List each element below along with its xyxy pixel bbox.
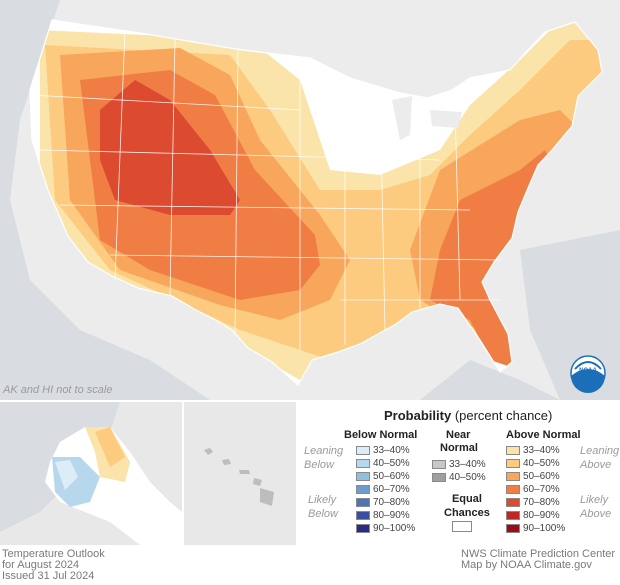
svg-text:NOAA: NOAA	[579, 368, 597, 374]
near-normal-heading: Near Normal	[440, 429, 478, 454]
above-legend-row: 33–40%	[506, 445, 560, 456]
near-legend-row: 40–50%	[432, 472, 486, 483]
alaska-inset	[0, 402, 182, 545]
below-legend-row: 60–70%	[356, 484, 410, 495]
below-range-label: 70–80%	[373, 497, 410, 508]
footer-right: NWS Climate Prediction Center Map by NOA…	[461, 548, 616, 571]
footer-left: Temperature Outlook for August 2024 Issu…	[2, 548, 105, 582]
near-swatch	[432, 473, 446, 482]
near-range-label: 33–40%	[449, 459, 486, 470]
likely-below-label: Likely Below	[308, 494, 338, 520]
above-swatch	[506, 511, 520, 520]
above-range-label: 33–40%	[523, 445, 560, 456]
above-range-label: 90–100%	[523, 523, 566, 534]
above-legend-row: 90–100%	[506, 523, 565, 534]
below-legend-row: 50–60%	[356, 471, 410, 482]
hawaii-inset	[184, 402, 296, 545]
leaning-below-label: Leaning Below	[304, 445, 344, 471]
above-swatch	[506, 459, 520, 468]
below-swatch	[356, 472, 370, 481]
above-legend-row: 70–80%	[506, 497, 560, 508]
probability-legend: Probability (percent chance) Below Norma…	[298, 402, 620, 548]
above-range-label: 40–50%	[523, 458, 560, 469]
above-legend-row: 50–60%	[506, 471, 560, 482]
above-legend-row: 40–50%	[506, 458, 560, 469]
below-legend-row: 90–100%	[356, 523, 415, 534]
above-range-label: 80–90%	[523, 510, 560, 521]
below-range-label: 33–40%	[373, 445, 410, 456]
above-swatch	[506, 446, 520, 455]
below-swatch	[356, 524, 370, 533]
equal-chances-heading: Equal Chances	[444, 493, 490, 519]
above-range-label: 70–80%	[523, 497, 560, 508]
conus-outlook-map: NOAA	[0, 0, 620, 400]
below-normal-heading: Below Normal	[344, 429, 418, 441]
below-range-label: 90–100%	[373, 523, 416, 534]
below-range-label: 40–50%	[373, 458, 410, 469]
above-normal-heading: Above Normal	[506, 429, 581, 441]
below-legend-row: 80–90%	[356, 510, 410, 521]
below-swatch	[356, 485, 370, 494]
below-range-label: 50–60%	[373, 471, 410, 482]
above-swatch	[506, 472, 520, 481]
below-swatch	[356, 459, 370, 468]
leaning-above-label: Leaning Above	[580, 445, 620, 471]
below-swatch	[356, 446, 370, 455]
near-legend-row: 33–40%	[432, 459, 486, 470]
below-swatch	[356, 511, 370, 520]
below-legend-row: 70–80%	[356, 497, 410, 508]
above-legend-row: 60–70%	[506, 484, 560, 495]
below-legend-row: 33–40%	[356, 445, 410, 456]
above-range-label: 50–60%	[523, 471, 560, 482]
equal-chances-swatch	[452, 521, 472, 532]
above-swatch	[506, 524, 520, 533]
below-swatch	[356, 498, 370, 507]
above-swatch	[506, 485, 520, 494]
near-swatch	[432, 460, 446, 469]
below-legend-row: 40–50%	[356, 458, 410, 469]
above-range-label: 60–70%	[523, 484, 560, 495]
near-range-label: 40–50%	[449, 472, 486, 483]
above-swatch	[506, 498, 520, 507]
scale-note: AK and HI not to scale	[3, 384, 113, 396]
below-range-label: 80–90%	[373, 510, 410, 521]
likely-above-label: Likely Above	[580, 494, 612, 520]
legend-title: Probability (percent chance)	[384, 408, 553, 423]
noaa-logo: NOAA	[570, 355, 606, 393]
below-range-label: 60–70%	[373, 484, 410, 495]
above-legend-row: 80–90%	[506, 510, 560, 521]
